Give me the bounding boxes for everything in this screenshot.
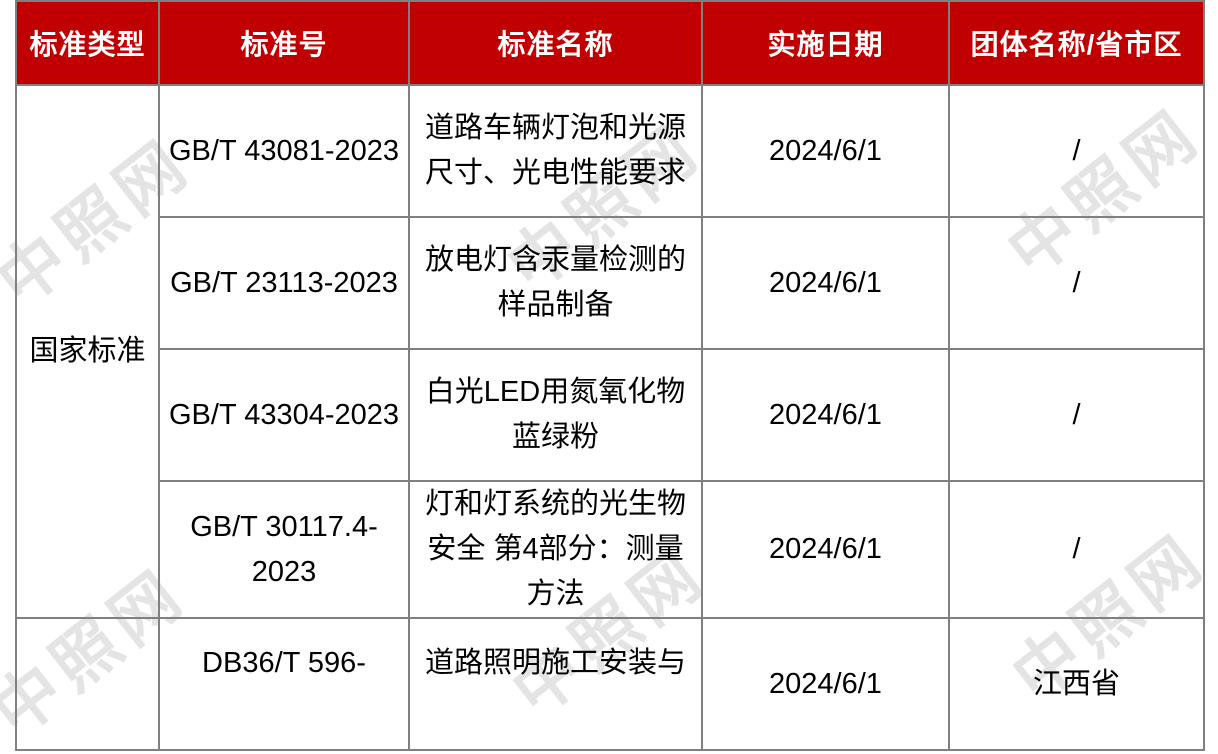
implementation-date-cell: 2024/6/1 [701, 348, 950, 482]
table-row: GB/T 43304-2023 白光LED用氮氧化物蓝绿粉 2024/6/1 / [16, 348, 1205, 482]
table-row: 国家标准 GB/T 43081-2023 道路车辆灯泡和光源尺寸、光电性能要求 … [15, 84, 1205, 619]
implementation-date-cell: 2024/6/1 [701, 84, 950, 218]
table-row: GB/T 23113-2023 放电灯含汞量检测的样品制备 2024/6/1 / [16, 216, 1205, 350]
standard-number-cell: GB/T 43081-2023 [158, 84, 410, 218]
header-implementation-date: 实施日期 [701, 0, 950, 86]
org-name-cell: / [948, 480, 1205, 619]
org-name-cell: 江西省 [948, 617, 1205, 751]
standard-name-cell: 放电灯含汞量检测的样品制备 [408, 216, 703, 350]
standard-type-cell [15, 617, 160, 751]
table-row: DB36/T 596- 道路照明施工安装与 2024/6/1 江西省 [15, 617, 1205, 751]
org-name-cell: / [948, 216, 1205, 350]
implementation-date-cell: 2024/6/1 [701, 216, 950, 350]
table-row: GB/T 30117.4-2023 灯和灯系统的光生物安全 第4部分：测量方法 … [16, 480, 1205, 619]
standard-type-cell: 国家标准 [15, 84, 160, 619]
implementation-date-cell: 2024/6/1 [701, 480, 950, 619]
header-standard-name: 标准名称 [408, 0, 703, 86]
standard-name-cell: 道路车辆灯泡和光源尺寸、光电性能要求 [408, 84, 703, 218]
standard-name-cell: 白光LED用氮氧化物蓝绿粉 [408, 348, 703, 482]
header-standard-type: 标准类型 [15, 0, 160, 86]
header-org-name: 团体名称/省市区 [948, 0, 1205, 86]
standard-number-cell: GB/T 30117.4-2023 [158, 480, 410, 619]
standard-number-cell: GB/T 43304-2023 [158, 348, 410, 482]
org-name-cell: / [948, 348, 1205, 482]
standard-name-cell: 道路照明施工安装与 [408, 617, 703, 751]
standard-number-cell: DB36/T 596- [158, 617, 410, 751]
standards-table: 标准类型 标准号 标准名称 实施日期 团体名称/省市区 国家标准 GB/T 43… [15, 0, 1205, 751]
standard-number-cell: GB/T 23113-2023 [158, 216, 410, 350]
standard-name-cell: 灯和灯系统的光生物安全 第4部分：测量方法 [408, 480, 703, 619]
implementation-date-cell: 2024/6/1 [701, 617, 950, 751]
table-header-row: 标准类型 标准号 标准名称 实施日期 团体名称/省市区 [15, 0, 1205, 86]
header-standard-number: 标准号 [158, 0, 410, 86]
org-name-cell: / [948, 84, 1205, 218]
